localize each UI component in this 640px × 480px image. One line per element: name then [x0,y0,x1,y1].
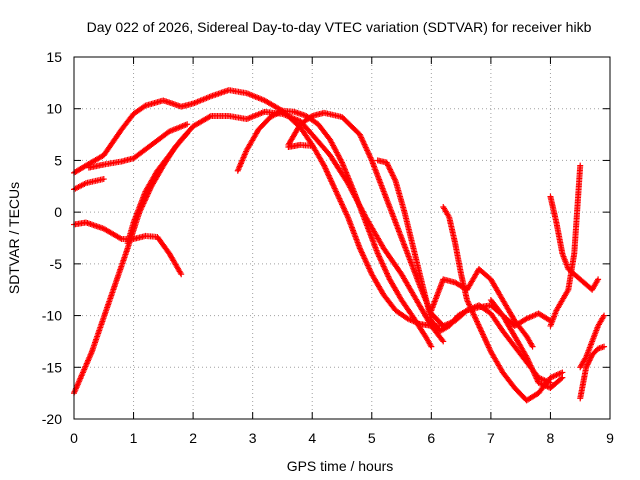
data-point [558,375,565,382]
series-arc-p [577,312,608,371]
x-tick-label: 9 [606,430,614,446]
x-axis-label: GPS time / hours [287,458,394,474]
y-tick-label: 15 [46,49,62,65]
x-tick-label: 2 [189,430,197,446]
y-tick-label: 10 [46,101,62,117]
data-point [601,343,608,350]
data-point [439,337,446,344]
series-arc-f [124,108,447,345]
data-point [428,343,435,350]
x-tick-label: 3 [249,430,257,446]
data-point [559,369,566,376]
series-arc-i [285,141,316,150]
x-tick-label: 7 [487,430,495,446]
series-arc-b [85,121,191,171]
data-point [586,357,593,364]
data-point [309,142,316,149]
data-point [141,103,148,110]
y-tick-label: -20 [42,411,62,427]
data-point [177,269,184,276]
y-axis-ticks: 15 10 5 0 -5 -10 -15 -20 [42,49,610,427]
x-tick-label: 6 [427,430,435,446]
y-tick-label: -5 [50,256,63,272]
x-axis-ticks: 0 1 2 3 4 5 6 7 8 9 [70,57,614,446]
x-tick-label: 0 [70,430,78,446]
y-tick-label: -10 [42,308,62,324]
data-point [584,361,591,368]
data-point [585,358,592,365]
data-point [100,176,107,183]
series-arc-l [487,297,554,329]
y-tick-label: 0 [54,204,62,220]
chart-title: Day 022 of 2026, Sidereal Day-to-day VTE… [87,19,592,35]
x-tick-label: 4 [308,430,316,446]
series-arc-o [577,343,608,402]
series-arc-g [234,107,435,350]
series-arc-c [71,176,107,193]
data-point [440,338,447,345]
x-tick-label: 1 [130,430,138,446]
data-point [595,276,602,283]
x-tick-label: 8 [547,430,555,446]
data-point [583,362,590,369]
data-points [71,87,608,404]
data-point [583,364,590,371]
data-point [585,360,592,367]
data-point [307,113,314,120]
y-tick-label: -15 [42,359,62,375]
plot-frame [73,56,611,420]
data-point [601,312,608,319]
series-arc-a [71,87,447,329]
x-tick-label: 5 [368,430,376,446]
data-point [577,162,584,169]
data-point [529,343,536,350]
data-point [178,271,185,278]
data-point [184,121,191,128]
y-tick-label: 5 [54,152,62,168]
data-point [587,354,594,361]
series-arc-k [440,203,566,404]
data-point [206,113,213,120]
y-axis-label: SDTVAR / TECUs [6,182,22,294]
series-arc-n [547,162,584,329]
data-point [117,235,124,242]
data-point [559,374,566,381]
